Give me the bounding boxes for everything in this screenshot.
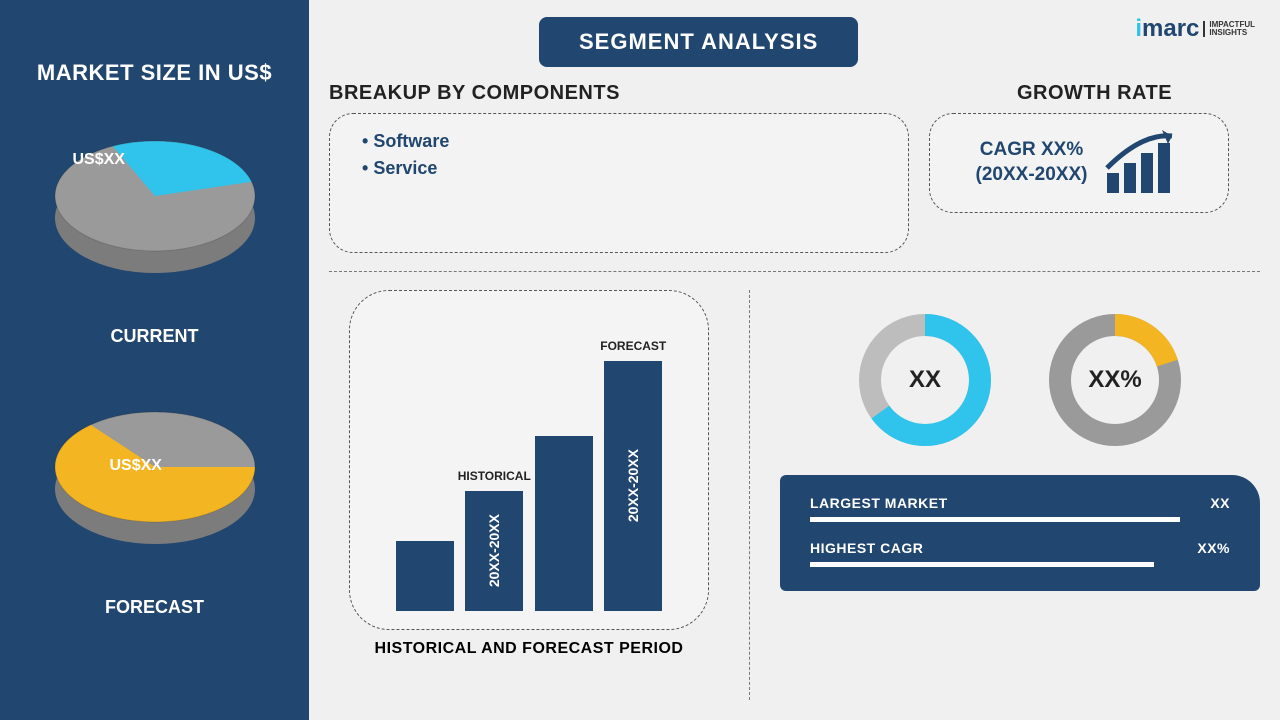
growth-box: CAGR XX%(20XX-20XX) — [929, 113, 1229, 213]
pie-current-label: US$XX — [73, 151, 125, 169]
info-progress-bar — [810, 562, 1154, 567]
bar-chart-box: HISTORICAL20XX-20XXFORECAST20XX-20XX — [349, 290, 709, 630]
bar-chart-section: HISTORICAL20XX-20XXFORECAST20XX-20XX HIS… — [329, 290, 729, 700]
donut-2-value: XX% — [1045, 310, 1185, 450]
donut-1-value: XX — [855, 310, 995, 450]
bar: HISTORICAL20XX-20XX — [465, 491, 523, 611]
info-row: LARGEST MARKET XX — [810, 495, 1230, 522]
info-value: XX% — [1197, 540, 1230, 556]
right-panel: imarc IMPACTFULINSIGHTS SEGMENT ANALYSIS… — [309, 0, 1280, 720]
donut-2: XX% — [1045, 310, 1185, 450]
bar-top-label: FORECAST — [600, 339, 666, 353]
info-label: LARGEST MARKET — [810, 495, 948, 511]
brand-logo: imarc IMPACTFULINSIGHTS — [1135, 15, 1255, 43]
breakup-box: SoftwareService — [329, 113, 909, 253]
pie-current-svg — [35, 116, 275, 296]
pie-current: US$XX — [35, 116, 275, 296]
cagr-text: CAGR XX%(20XX-20XX) — [976, 138, 1088, 187]
logo-tagline: IMPACTFULINSIGHTS — [1203, 21, 1255, 37]
pie-current-caption: CURRENT — [111, 326, 199, 347]
breakup-section: BREAKUP BY COMPONENTS SoftwareService — [329, 82, 909, 253]
top-row: BREAKUP BY COMPONENTS SoftwareService GR… — [329, 82, 1260, 253]
bars-area: HISTORICAL20XX-20XXFORECAST20XX-20XX — [390, 341, 668, 611]
growth-section: GROWTH RATE CAGR XX%(20XX-20XX) — [929, 82, 1260, 213]
left-panel: MARKET SIZE IN US$ US$XX CURRENT US$XX F… — [0, 0, 309, 720]
horizontal-divider — [329, 271, 1260, 272]
donut-row: XX XX% — [780, 310, 1260, 450]
breakup-list: SoftwareService — [354, 128, 884, 182]
bar-top-label: HISTORICAL — [458, 469, 531, 483]
header-badge: SEGMENT ANALYSIS — [539, 17, 858, 67]
breakup-title: BREAKUP BY COMPONENTS — [329, 82, 909, 105]
pie-forecast-label: US$XX — [110, 457, 162, 475]
bar — [535, 436, 593, 611]
bar: FORECAST20XX-20XX — [604, 361, 662, 611]
market-size-title: MARKET SIZE IN US$ — [37, 60, 272, 86]
bottom-row: HISTORICAL20XX-20XXFORECAST20XX-20XX HIS… — [329, 290, 1260, 700]
pie-forecast-caption: FORECAST — [105, 597, 204, 618]
info-card: LARGEST MARKET XX HIGHEST CAGR XX% — [780, 475, 1260, 591]
pie-forecast-svg — [35, 387, 275, 567]
growth-chart-icon — [1102, 128, 1182, 198]
info-row: HIGHEST CAGR XX% — [810, 540, 1230, 567]
bar — [396, 541, 454, 611]
info-progress-bar — [810, 517, 1180, 522]
bar-side-label: 20XX-20XX — [486, 514, 502, 587]
bar-side-label: 20XX-20XX — [625, 449, 641, 522]
info-label: HIGHEST CAGR — [810, 540, 923, 556]
bar-chart-caption: HISTORICAL AND FORECAST PERIOD — [375, 640, 684, 658]
logo-text: imarc — [1135, 15, 1199, 43]
pie-forecast: US$XX — [35, 387, 275, 567]
info-value: XX — [1210, 495, 1230, 511]
breakup-item: Service — [362, 155, 884, 182]
growth-title: GROWTH RATE — [929, 82, 1260, 105]
breakup-item: Software — [362, 128, 884, 155]
donut-1: XX — [855, 310, 995, 450]
metrics-section: XX XX% LARGEST MARKET XX HIGHEST CAGR XX% — [749, 290, 1260, 700]
